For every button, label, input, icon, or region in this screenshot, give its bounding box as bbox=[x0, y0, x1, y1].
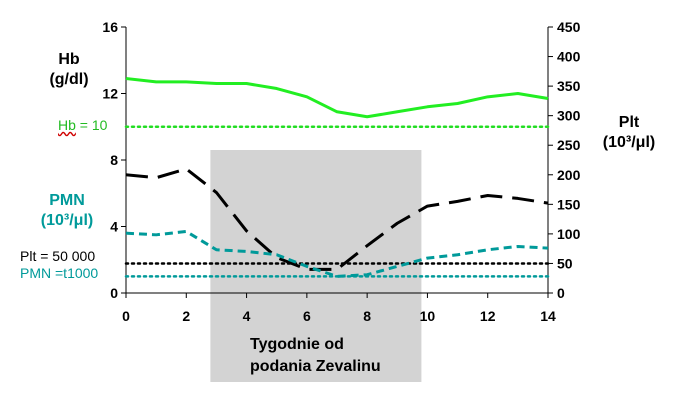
left-axis-label-pmn: PMN (10³/μl) bbox=[36, 191, 98, 231]
hb-series-line bbox=[125, 77, 549, 119]
right-tick-label: 350 bbox=[557, 78, 581, 94]
x-tick-label: 2 bbox=[182, 308, 190, 324]
x-tick-label: 4 bbox=[243, 308, 251, 324]
x-tick-label: 10 bbox=[420, 308, 436, 324]
hb-reference-label-prefix: Hb bbox=[58, 117, 76, 133]
x-tick-label: 6 bbox=[303, 308, 311, 324]
left-tick-label: 12 bbox=[102, 86, 118, 102]
right-tick-label: 450 bbox=[557, 19, 581, 35]
right-tick-label: 250 bbox=[557, 137, 581, 153]
right-axis-label-plt-line1: Plt bbox=[618, 114, 640, 131]
pmn-series-line bbox=[125, 229, 549, 278]
right-tick-label: 0 bbox=[557, 285, 565, 301]
left-tick-label: 16 bbox=[102, 19, 118, 35]
left-axis-label-hb: Hb (g/dl) bbox=[44, 50, 94, 90]
x-tick-label: 0 bbox=[122, 308, 130, 324]
left-tick-label: 0 bbox=[110, 285, 118, 301]
right-tick-label: 300 bbox=[557, 108, 581, 124]
right-tick-label: 200 bbox=[557, 167, 581, 183]
right-tick-label: 100 bbox=[557, 226, 581, 242]
x-tick-label: 14 bbox=[540, 308, 556, 324]
x-tick-label: 8 bbox=[363, 308, 371, 324]
right-tick-label: 400 bbox=[557, 49, 581, 65]
right-tick-label: 150 bbox=[557, 196, 581, 212]
hb-reference-label: Hb = 10 bbox=[58, 117, 107, 135]
pmn-reference-label: PMN =t1000 bbox=[20, 265, 99, 281]
x-tick-label: 12 bbox=[480, 308, 496, 324]
left-tick-label: 8 bbox=[110, 152, 118, 168]
left-axis-label-pmn-line1: PMN bbox=[49, 192, 85, 209]
left-tick-label: 4 bbox=[110, 219, 118, 235]
left-axis-label-pmn-line2: (10³/μl) bbox=[40, 212, 94, 229]
plt-series-line bbox=[125, 167, 549, 271]
plt-reference-label: Plt = 50 000 bbox=[20, 248, 96, 264]
x-axis-label-line1: Tygodnie od bbox=[250, 336, 344, 353]
hb-reference-label-suffix: = 10 bbox=[75, 117, 108, 133]
shaded-treatment-region bbox=[210, 150, 422, 382]
right-axis-label-plt: Plt (10³/μl) bbox=[596, 113, 662, 153]
right-axis-label-plt-line2: (10³/μl) bbox=[602, 134, 656, 151]
left-axis-label-hb-line2: (g/dl) bbox=[49, 71, 89, 88]
right-tick-label: 50 bbox=[557, 255, 573, 271]
left-axis-label-hb-line1: Hb bbox=[58, 51, 80, 68]
x-axis-label-line2: podania Zevalinu bbox=[250, 358, 381, 375]
